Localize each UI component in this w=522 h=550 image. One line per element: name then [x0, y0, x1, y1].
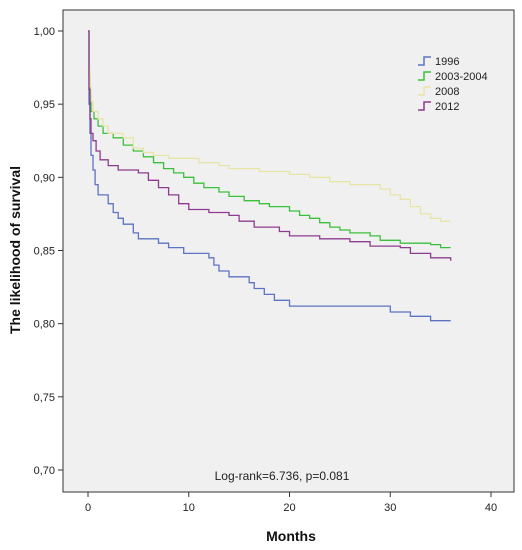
series-line-2003-2004: [88, 30, 451, 249]
legend-swatch-2003-2004: [418, 71, 431, 81]
y-tick-label: 0,75: [34, 392, 55, 404]
legend-swatch-2008: [418, 86, 431, 96]
y-axis-title: The likelihood of survival: [7, 166, 23, 334]
legend-label-2008: 2008: [435, 86, 459, 98]
legend: 1996 2003-2004 2008 2012: [418, 56, 488, 113]
y-axis: 0,70 0,75 0,80 0,85 0,90 0,95 1,00: [34, 26, 63, 477]
x-tick-label: 0: [85, 502, 91, 514]
legend-label-2012: 2012: [435, 101, 459, 113]
legend-label-2003-2004: 2003-2004: [435, 71, 488, 83]
series-layer: [88, 30, 452, 322]
legend-label-1996: 1996: [435, 56, 459, 68]
legend-swatch-2012: [418, 101, 431, 111]
y-tick-label: 0,90: [34, 172, 55, 184]
y-tick-label: 0,70: [34, 465, 55, 477]
x-tick-label: 20: [283, 502, 295, 514]
series-line-2012: [88, 30, 452, 261]
y-tick-label: 0,95: [34, 99, 55, 111]
series-line-2008: [88, 30, 451, 222]
x-axis: 0 10 20 30 40: [85, 492, 497, 514]
log-rank-annotation: Log-rank=6.736, p=0.081: [215, 469, 350, 483]
plot-area: [62, 9, 515, 493]
y-tick-label: 1,00: [34, 26, 55, 38]
y-tick-label: 0,80: [34, 319, 55, 331]
y-tick-label: 0,85: [34, 246, 55, 258]
x-tick-label: 40: [485, 502, 497, 514]
x-axis-title: Months: [266, 528, 316, 544]
x-tick-label: 30: [384, 502, 396, 514]
series-line-1996: [88, 30, 451, 322]
x-tick-label: 10: [183, 502, 195, 514]
legend-swatch-1996: [418, 56, 431, 66]
